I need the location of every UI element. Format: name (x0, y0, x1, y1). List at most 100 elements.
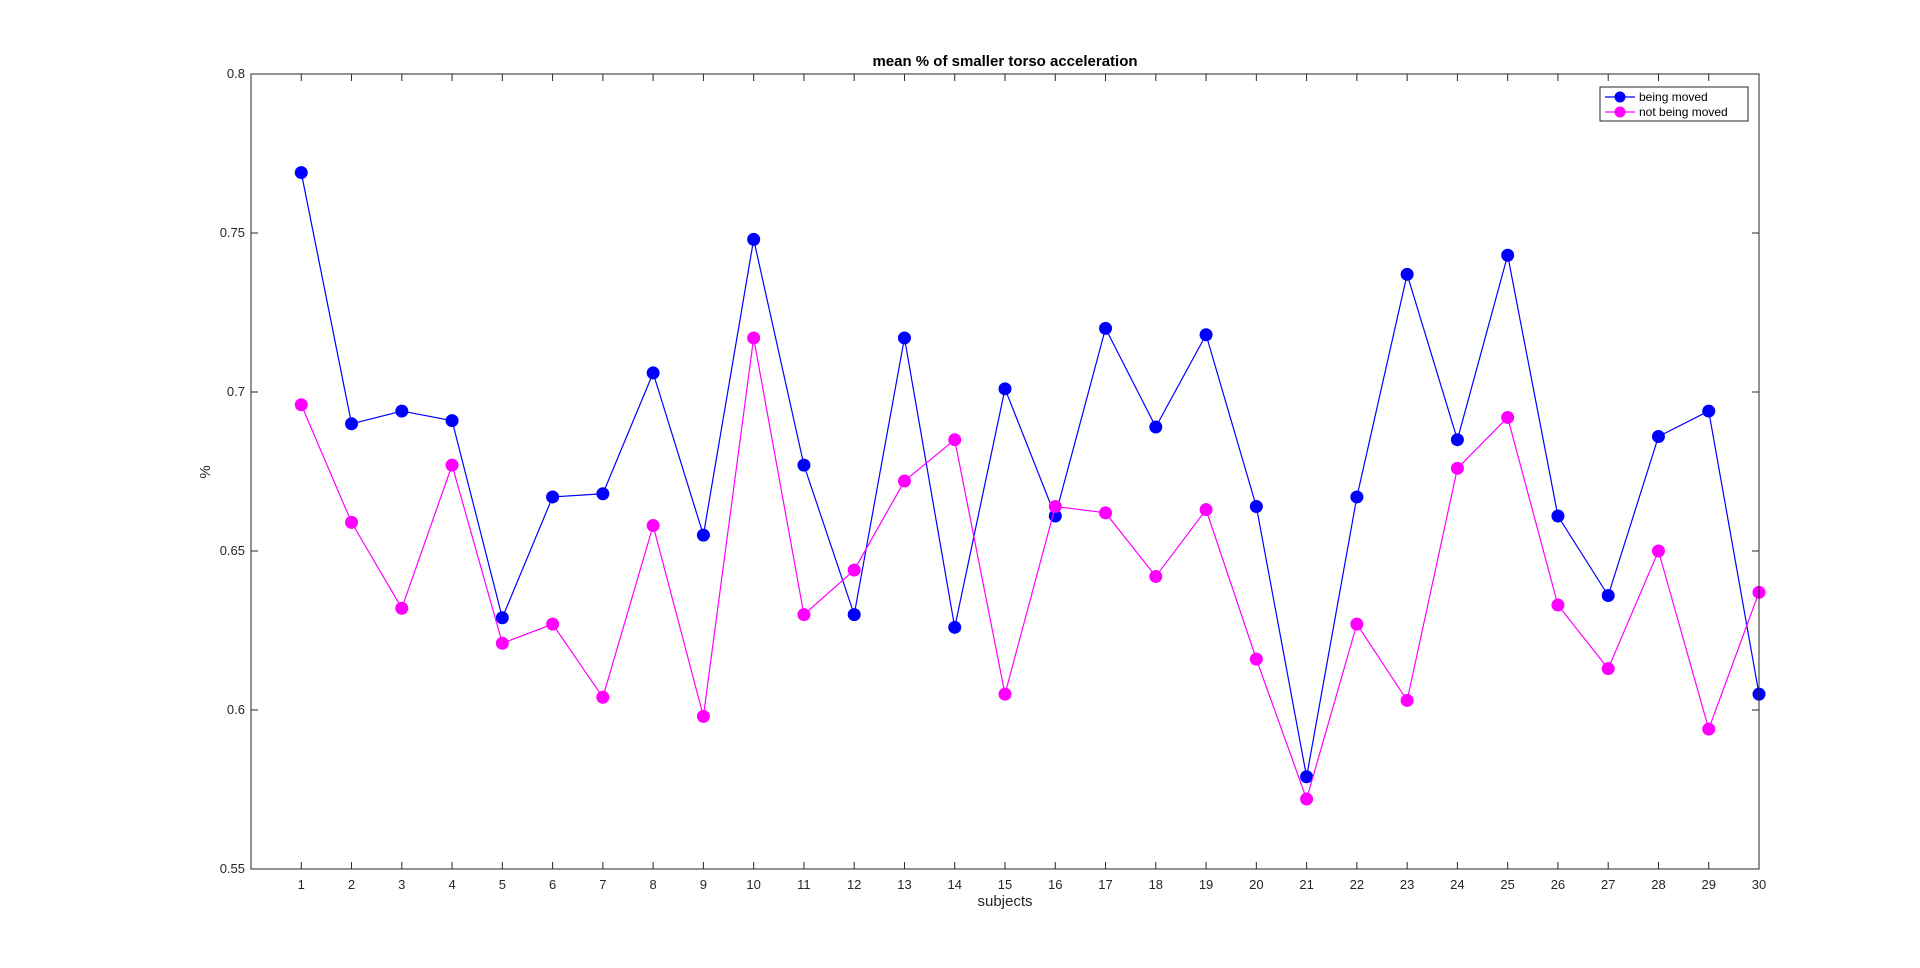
data-point (1450, 433, 1464, 447)
data-point (1300, 792, 1314, 806)
x-tick-label: 14 (947, 877, 961, 892)
x-tick-label: 30 (1752, 877, 1766, 892)
x-tick-label: 9 (700, 877, 707, 892)
series-line (300, 337, 1760, 801)
x-tick-label: 21 (1299, 877, 1313, 892)
x-tick-label: 10 (746, 877, 760, 892)
data-point (495, 636, 509, 650)
x-tick-label: 2 (348, 877, 355, 892)
y-tick-label: 0.6 (227, 702, 245, 717)
data-point (596, 487, 610, 501)
legend-box (1599, 86, 1749, 122)
data-point (897, 331, 911, 345)
data-point (646, 366, 660, 380)
data-point (1400, 267, 1414, 281)
x-tick-label: 18 (1149, 877, 1163, 892)
legend-item: not being moved (1605, 105, 1728, 119)
x-tick-label: 29 (1701, 877, 1715, 892)
x-tick-label: 17 (1098, 877, 1112, 892)
data-point (1651, 430, 1665, 444)
data-point (1501, 410, 1515, 424)
data-point (345, 417, 359, 431)
data-point (696, 709, 710, 723)
data-point (1199, 328, 1213, 342)
data-point (445, 458, 459, 472)
x-tick-label: 24 (1450, 877, 1464, 892)
plot-frame (250, 73, 1760, 870)
x-tick-label: 13 (897, 877, 911, 892)
x-tick-label: 19 (1199, 877, 1213, 892)
data-point (1199, 503, 1213, 517)
series-layer (294, 166, 1766, 806)
data-point (747, 331, 761, 345)
y-tick-label: 0.55 (220, 861, 245, 876)
data-point (1551, 598, 1565, 612)
data-point (1551, 509, 1565, 523)
data-point (948, 433, 962, 447)
data-point (546, 617, 560, 631)
x-tick-label: 8 (650, 877, 657, 892)
data-point (1099, 506, 1113, 520)
x-tick-label: 15 (998, 877, 1012, 892)
y-tick-label: 0.8 (227, 66, 245, 81)
series-2 (294, 331, 1766, 806)
data-point (1300, 770, 1314, 784)
x-tick-label: 27 (1601, 877, 1615, 892)
x-tick-label: 22 (1350, 877, 1364, 892)
axis-ticks: 1 2 3 4 5 6 7 8 9 10 11 12 13 14 15 16 17 18 19 20 21 22 23 24 2… (220, 66, 1767, 892)
legend-item: being moved (1605, 90, 1708, 104)
data-point (696, 528, 710, 542)
data-point (1702, 722, 1716, 736)
legend-marker (1614, 106, 1626, 118)
x-tick-label: 16 (1048, 877, 1062, 892)
y-tick-label: 0.7 (227, 384, 245, 399)
series-1 (294, 166, 1766, 784)
data-point (1149, 420, 1163, 434)
data-point (797, 458, 811, 472)
data-point (395, 404, 409, 418)
data-point (1702, 404, 1716, 418)
data-point (998, 687, 1012, 701)
data-point (345, 515, 359, 529)
data-point (1651, 544, 1665, 558)
data-point (445, 414, 459, 428)
data-point (1249, 652, 1263, 666)
chart-title: mean % of smaller torso acceleration (872, 53, 1137, 70)
plot-area (251, 74, 1759, 869)
data-point (1601, 662, 1615, 676)
x-axis-title: subjects (977, 893, 1032, 910)
data-point (546, 490, 560, 504)
data-point (797, 608, 811, 622)
data-point (1048, 499, 1062, 513)
legend-marker (1614, 91, 1626, 103)
x-tick-label: 20 (1249, 877, 1263, 892)
data-point (294, 398, 308, 412)
x-tick-label: 28 (1651, 877, 1665, 892)
data-point (897, 474, 911, 488)
x-tick-label: 3 (398, 877, 405, 892)
data-point (1450, 461, 1464, 475)
data-point (596, 690, 610, 704)
x-tick-label: 26 (1551, 877, 1565, 892)
x-tick-label: 7 (599, 877, 606, 892)
data-point (1350, 490, 1364, 504)
data-point (1249, 499, 1263, 513)
data-point (1099, 321, 1113, 335)
data-point (747, 232, 761, 246)
data-point (1350, 617, 1364, 631)
legend-label: being moved (1639, 90, 1708, 104)
x-tick-label: 25 (1500, 877, 1514, 892)
data-point (847, 608, 861, 622)
x-tick-label: 6 (549, 877, 556, 892)
data-point (495, 611, 509, 625)
y-axis-title: % (197, 465, 214, 478)
x-tick-label: 23 (1400, 877, 1414, 892)
x-tick-label: 5 (499, 877, 506, 892)
x-tick-label: 1 (298, 877, 305, 892)
x-tick-label: 11 (797, 877, 811, 892)
data-point (847, 563, 861, 577)
legend-label: not being moved (1639, 105, 1728, 119)
x-tick-label: 4 (448, 877, 455, 892)
